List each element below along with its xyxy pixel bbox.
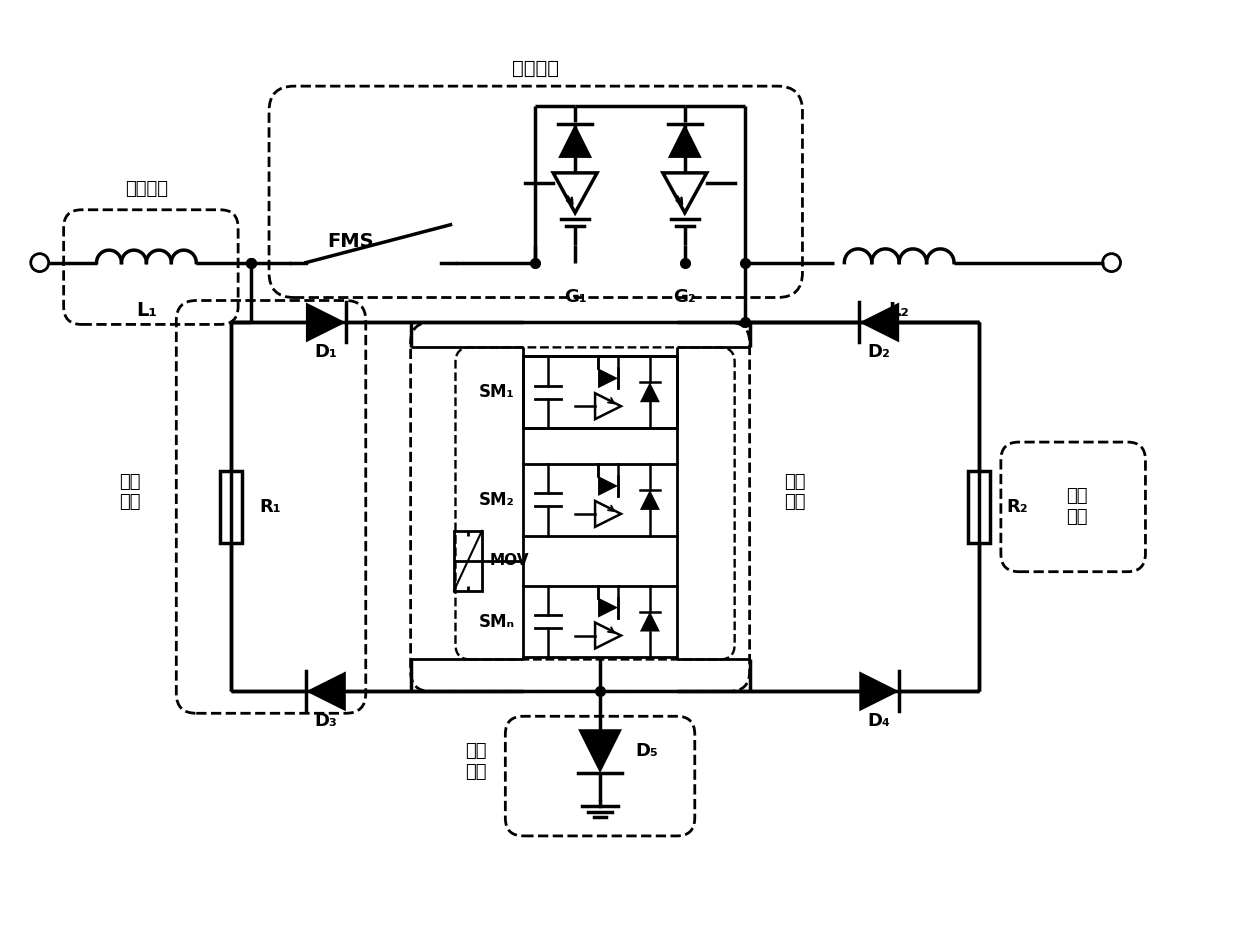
Text: G₁: G₁ <box>564 287 587 305</box>
Text: 载流电路: 载流电路 <box>512 59 559 78</box>
Polygon shape <box>668 124 702 158</box>
Bar <box>221 471 242 543</box>
Bar <box>968 471 990 543</box>
Polygon shape <box>306 302 346 342</box>
Text: R₁: R₁ <box>259 498 280 516</box>
Text: 阻尼
电阻: 阻尼 电阻 <box>1066 488 1087 527</box>
Text: SMₙ: SMₙ <box>479 612 515 630</box>
Text: L₁: L₁ <box>136 300 157 319</box>
Text: D₄: D₄ <box>868 712 890 730</box>
Text: SM₁: SM₁ <box>479 383 515 401</box>
Text: MOV: MOV <box>490 553 529 568</box>
Bar <box>523 464 677 536</box>
Polygon shape <box>640 490 660 510</box>
Polygon shape <box>598 476 618 495</box>
Text: D₃: D₃ <box>315 712 337 730</box>
Bar <box>523 356 677 428</box>
Text: D₁: D₁ <box>315 343 337 362</box>
Text: L₂: L₂ <box>889 300 910 319</box>
Polygon shape <box>640 611 660 631</box>
Text: SM₂: SM₂ <box>479 491 515 509</box>
Polygon shape <box>859 302 899 342</box>
Polygon shape <box>558 124 591 158</box>
Text: FMS: FMS <box>327 232 374 251</box>
Bar <box>523 356 677 428</box>
Text: D₂: D₂ <box>868 343 890 362</box>
Bar <box>454 531 482 591</box>
Text: 换流
电路: 换流 电路 <box>119 473 140 512</box>
Bar <box>523 586 677 658</box>
Text: 限流电路: 限流电路 <box>125 180 167 198</box>
Text: 断流
电路: 断流 电路 <box>785 473 806 512</box>
Text: D₅: D₅ <box>635 742 658 760</box>
Polygon shape <box>306 672 346 711</box>
Polygon shape <box>578 729 622 773</box>
Text: G₂: G₂ <box>673 287 696 305</box>
Text: R₂: R₂ <box>1007 498 1028 516</box>
Polygon shape <box>859 672 899 711</box>
Polygon shape <box>598 597 618 618</box>
Text: 续流
电路: 续流 电路 <box>465 741 486 781</box>
Polygon shape <box>640 382 660 402</box>
Polygon shape <box>598 368 618 388</box>
